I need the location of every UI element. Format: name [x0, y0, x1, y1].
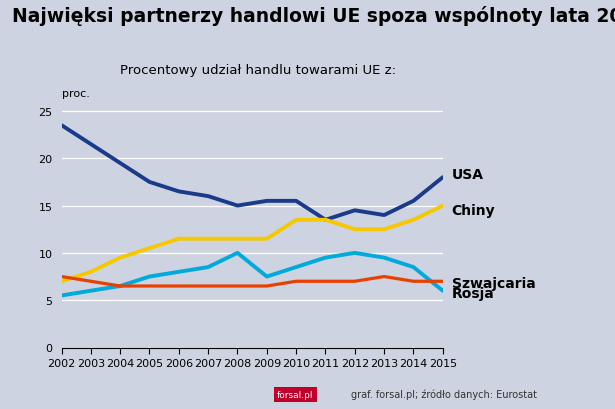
Text: Najwięksi partnerzy handlowi UE spoza wspólnoty lata 2002-2015: Najwięksi partnerzy handlowi UE spoza ws…: [12, 6, 615, 26]
Text: Chiny: Chiny: [451, 204, 495, 218]
Text: forsal.pl: forsal.pl: [277, 390, 314, 399]
Text: Procentowy udział handlu towarami UE z:: Procentowy udział handlu towarami UE z:: [121, 63, 396, 76]
Text: Rosja: Rosja: [451, 286, 494, 300]
Text: graf. forsal.pl; źródło danych: Eurostat: graf. forsal.pl; źródło danych: Eurostat: [351, 388, 536, 399]
Text: Szwajcaria: Szwajcaria: [451, 276, 535, 290]
Text: USA: USA: [451, 168, 483, 182]
Text: proc.: proc.: [62, 88, 89, 99]
